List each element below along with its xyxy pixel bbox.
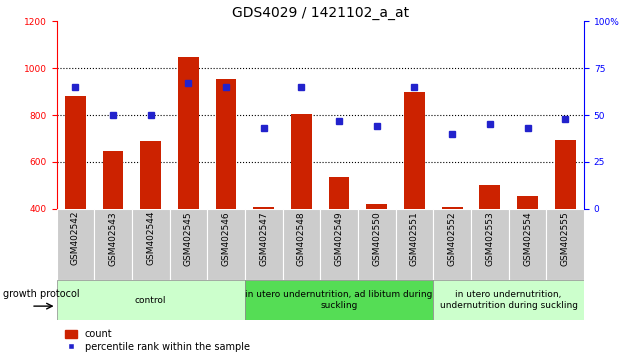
Bar [433, 209, 471, 280]
Bar [442, 206, 463, 209]
Bar [433, 280, 584, 320]
Text: growth protocol: growth protocol [3, 289, 80, 299]
Text: GSM402544: GSM402544 [146, 211, 155, 266]
Bar [254, 206, 274, 209]
Bar [509, 209, 546, 280]
Text: GSM402553: GSM402553 [485, 211, 494, 266]
Bar [216, 79, 237, 209]
Bar [283, 209, 320, 280]
Bar [141, 141, 161, 209]
Text: GSM402549: GSM402549 [335, 211, 344, 266]
Title: GDS4029 / 1421102_a_at: GDS4029 / 1421102_a_at [232, 6, 409, 20]
Bar [480, 185, 501, 209]
Text: GSM402547: GSM402547 [259, 211, 268, 266]
Bar [245, 280, 433, 320]
Text: in utero undernutrition, ad libitum during
suckling: in utero undernutrition, ad libitum duri… [246, 290, 433, 310]
Text: GSM402551: GSM402551 [410, 211, 419, 266]
Text: GSM402555: GSM402555 [561, 211, 570, 266]
Bar [320, 209, 358, 280]
Bar [546, 209, 584, 280]
Bar [555, 140, 576, 209]
Bar [103, 151, 123, 209]
Bar [178, 57, 199, 209]
Bar [291, 114, 312, 209]
Bar [517, 196, 538, 209]
Bar [65, 96, 85, 209]
Bar [170, 209, 207, 280]
Text: GSM402554: GSM402554 [523, 211, 532, 266]
Bar [396, 209, 433, 280]
Text: GSM402550: GSM402550 [372, 211, 381, 266]
Bar [245, 209, 283, 280]
Text: control: control [135, 296, 166, 304]
Bar [404, 92, 425, 209]
Bar [471, 209, 509, 280]
Bar [329, 177, 350, 209]
Text: GSM402546: GSM402546 [222, 211, 230, 266]
Bar [207, 209, 245, 280]
Text: GSM402545: GSM402545 [184, 211, 193, 266]
Bar [132, 209, 170, 280]
Bar [57, 280, 245, 320]
Legend: count, percentile rank within the sample: count, percentile rank within the sample [62, 325, 254, 354]
Text: GSM402542: GSM402542 [71, 211, 80, 266]
Text: in utero undernutrition,
undernutrition during suckling: in utero undernutrition, undernutrition … [440, 290, 578, 310]
Text: GSM402552: GSM402552 [448, 211, 457, 266]
Text: GSM402543: GSM402543 [109, 211, 117, 266]
Bar [358, 209, 396, 280]
Text: GSM402548: GSM402548 [297, 211, 306, 266]
Bar [94, 209, 132, 280]
Bar [57, 209, 94, 280]
Bar [367, 204, 387, 209]
